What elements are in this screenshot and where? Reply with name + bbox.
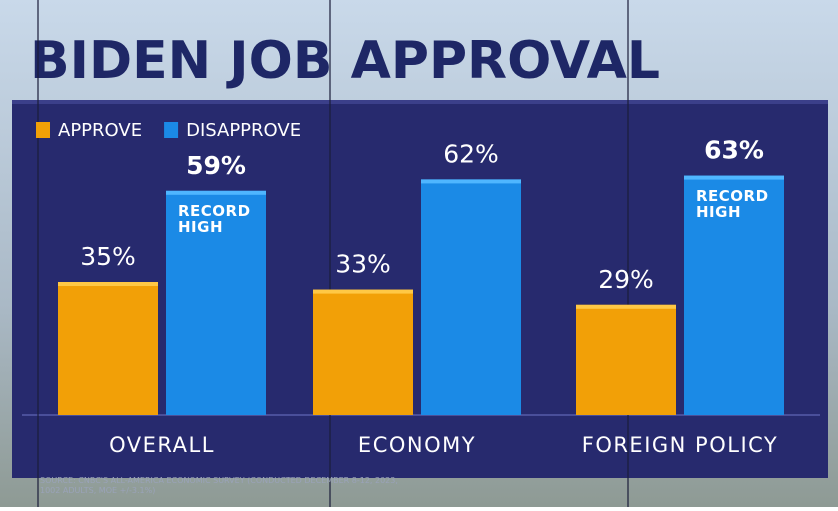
bar-highlight: [684, 175, 784, 180]
bar: [421, 179, 521, 415]
source: SOURCE: CNBC'S ALL-AMERICA ECONOMIC SURV…: [40, 476, 398, 495]
annotation: RECORD HIGH: [696, 187, 769, 221]
legend-label: APPROVE: [58, 120, 142, 141]
bar-highlight: [58, 282, 158, 286]
annotation-text: RECORD HIGH: [696, 187, 769, 221]
legend-swatch: [164, 122, 179, 138]
bar: [576, 304, 676, 415]
value-label: 63%: [704, 136, 764, 165]
x-tick-label: OVERALL: [109, 433, 215, 457]
bar: [166, 190, 266, 415]
bar: [313, 289, 413, 415]
x-tick-label: FOREIGN POLICY: [582, 433, 779, 457]
panel-edge: [12, 100, 828, 104]
value-label: 33%: [335, 250, 391, 279]
bar-highlight: [576, 304, 676, 309]
legend-label: DISAPPROVE: [186, 120, 301, 141]
annotation-text: RECORD HIGH: [178, 202, 251, 236]
bar-highlight: [313, 289, 413, 294]
value-label: 35%: [80, 242, 136, 271]
bar: [684, 175, 784, 415]
x-tick-label: ECONOMY: [358, 433, 476, 457]
bar: [58, 282, 158, 415]
bar-highlight: [421, 179, 521, 184]
annotation: RECORD HIGH: [178, 202, 251, 236]
bar-highlight: [166, 190, 266, 195]
chart-title: BIDEN JOB APPROVAL: [30, 31, 660, 91]
value-label: 62%: [443, 139, 499, 168]
value-label: 59%: [186, 151, 246, 180]
source-text: SOURCE: CNBC'S ALL-AMERICA ECONOMIC SURV…: [40, 476, 398, 495]
legend-swatch: [36, 122, 50, 138]
value-label: 29%: [598, 265, 654, 294]
